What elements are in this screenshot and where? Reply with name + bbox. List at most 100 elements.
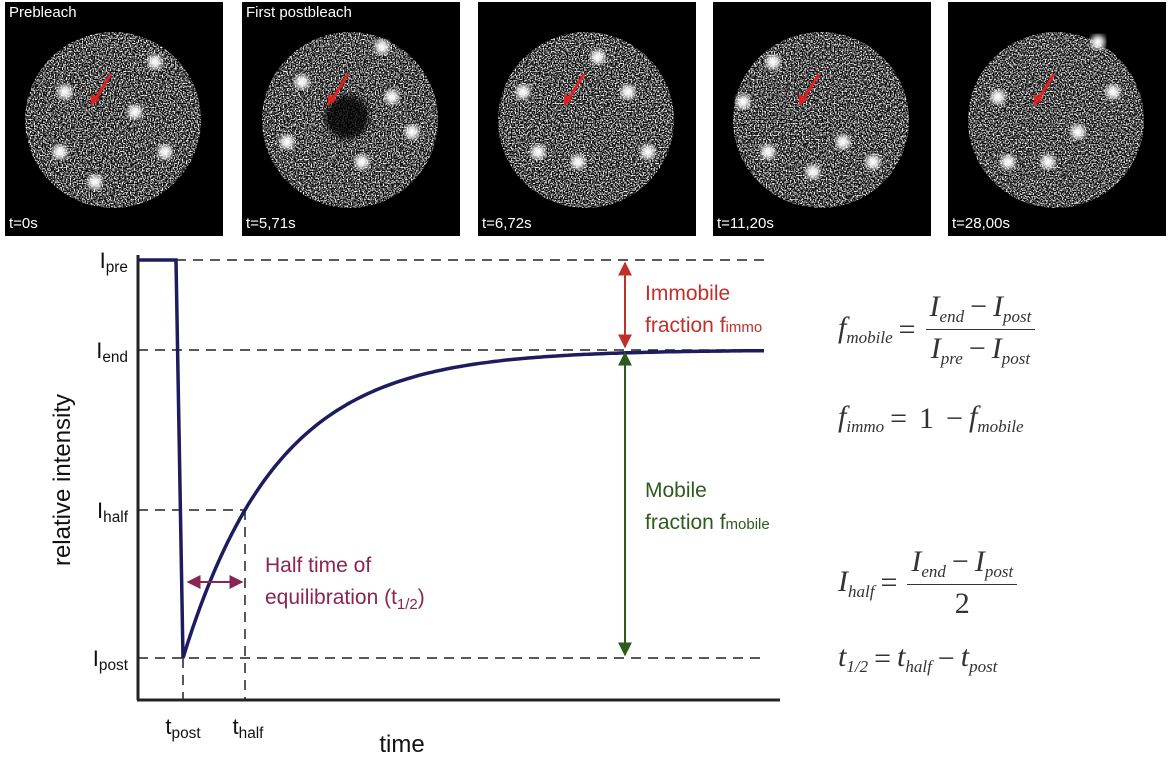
note-text: fraction f [645, 314, 726, 337]
page: {"panels": [ {"caption": "Prebleach", "t… [0, 0, 1169, 758]
sub-label: tpost [165, 714, 201, 742]
sub-label: Iend [96, 338, 128, 366]
y-axis-label: relative intensity [49, 394, 76, 566]
mobile-line1: Mobile [645, 479, 707, 502]
symbol-base: I [975, 545, 985, 578]
symbol: fmobile [838, 311, 893, 348]
symbol-sub: half [905, 657, 931, 676]
mobile-line2: fraction fmobile [645, 511, 770, 534]
label-sub: half [239, 725, 265, 742]
note-text: equilibration (t [265, 586, 397, 609]
microscopy-panel: t=6,72s [478, 2, 696, 236]
symbol: tpost [961, 640, 998, 677]
panel-time: t=6,72s [482, 215, 532, 232]
symbol: thalf [897, 640, 932, 677]
symbol: Ipost [975, 545, 1013, 578]
fraction: Iend−Ipost2 [907, 545, 1017, 621]
denominator: 2 [945, 585, 980, 621]
panel-time: t=11,20s [717, 215, 774, 232]
label-sub: pre [106, 259, 128, 276]
panel-caption: First postbleach [246, 4, 352, 21]
equals: = [880, 566, 897, 600]
label-sub: half [103, 509, 129, 526]
label-sub: end [102, 349, 128, 366]
operator: − [952, 545, 969, 578]
symbol-sub: post [1003, 307, 1031, 326]
cell-image [242, 2, 460, 236]
equals: = [899, 313, 916, 347]
symbol: Ipre [931, 332, 963, 365]
immobile-line1: Immobile [645, 282, 730, 305]
x-axis-label: time [379, 731, 424, 758]
symbol-base: I [911, 545, 921, 578]
symbol: Ihalf [838, 565, 874, 602]
symbol-base: I [930, 290, 940, 323]
symbol: Iend [930, 290, 965, 323]
formula: fimmo= 1−fmobile [838, 400, 1024, 437]
sub-label: Ihalf [97, 498, 129, 526]
symbol-sub: end [921, 562, 946, 581]
equals: = [874, 642, 891, 676]
operator: − [938, 642, 955, 676]
symbol-base: t [961, 640, 969, 673]
symbol-sub: pre [941, 349, 963, 368]
symbol: fmobile [969, 400, 1024, 437]
note-sub: immo [726, 319, 763, 336]
symbol-sub: post [969, 657, 997, 676]
microscopy-panel: First postbleach t=5,71s [242, 2, 460, 236]
panel-time: t=5,71s [246, 215, 296, 232]
microscopy-panel: t=28,00s [948, 2, 1166, 236]
immobile-line2: fraction fimmo [645, 314, 762, 337]
symbol: Ipost [992, 332, 1030, 365]
panel-time: t=0s [9, 215, 38, 232]
operator: − [970, 290, 987, 323]
symbol: Iend [911, 545, 946, 578]
symbol-base: I [931, 332, 941, 365]
operator: 2 [955, 587, 970, 620]
symbol: fimmo [838, 400, 884, 437]
panel-caption: Prebleach [9, 4, 77, 21]
half_time-line2: equilibration (t1/2) [265, 586, 425, 613]
equals: = [890, 402, 907, 436]
label-sub: post [99, 657, 129, 674]
note-text: fraction f [645, 511, 726, 534]
half_time-line1: Half time of [265, 554, 371, 577]
symbol-base: I [838, 565, 848, 598]
sub-label: Ipost [93, 646, 129, 674]
symbol-sub: mobile [977, 417, 1023, 436]
cell-image [713, 2, 931, 236]
denominator: Ipre−Ipost [927, 330, 1034, 369]
symbol-sub: 1/2 [846, 657, 868, 676]
formula: t1/2=thalf−tpost [838, 640, 997, 677]
symbol-sub: post [985, 562, 1013, 581]
note-close: ) [418, 586, 425, 609]
operator: − [969, 332, 986, 365]
microscopy-panel: t=11,20s [713, 2, 931, 236]
symbol-sub: post [1002, 349, 1030, 368]
numerator: Iend−Ipost [926, 290, 1036, 330]
microscopy-panel: Prebleach t=0s [5, 2, 223, 236]
sub-label: Ipre [100, 248, 128, 276]
cell-image [478, 2, 696, 236]
numerator: Iend−Ipost [907, 545, 1017, 585]
cell-image [5, 2, 223, 236]
cell-image [948, 2, 1166, 236]
note-sub: 1/2 [397, 596, 418, 613]
symbol: Ipost [993, 290, 1031, 323]
symbol-sub: end [940, 307, 965, 326]
operator: − [946, 402, 963, 436]
sub-label: thalf [233, 714, 265, 742]
panel-time: t=28,00s [952, 215, 1010, 232]
operator: 1 [919, 402, 934, 436]
symbol-sub: immo [846, 417, 884, 436]
symbol-sub: half [848, 582, 874, 601]
symbol-sub: mobile [846, 328, 892, 347]
note-sub: mobile [726, 516, 770, 533]
symbol: t1/2 [838, 640, 868, 677]
symbol-base: I [992, 332, 1002, 365]
symbol-base: I [993, 290, 1003, 323]
label-sub: post [172, 725, 202, 742]
